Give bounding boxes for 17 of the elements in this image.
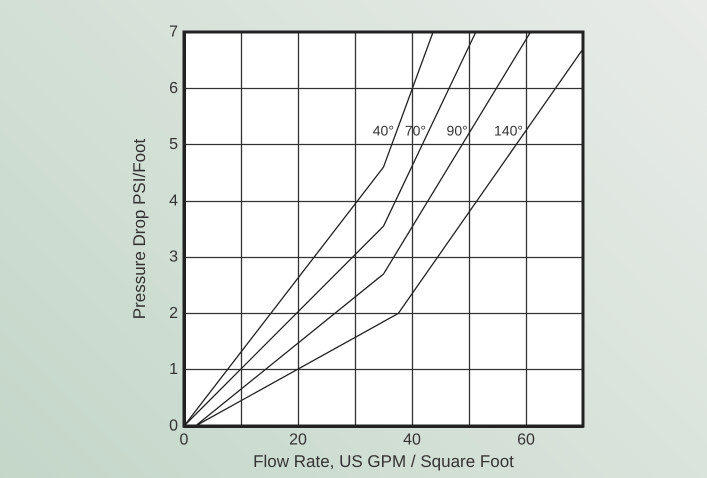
y-tick-label: 2 (169, 304, 178, 322)
series-label: 140° (494, 122, 524, 138)
y-tick-label: 0 (169, 418, 178, 434)
x-tick-label: 60 (517, 432, 535, 448)
y-tick-label: 5 (169, 136, 178, 154)
y-tick-label: 4 (169, 192, 178, 210)
y-axis-title: Pressure Drop PSI/Foot (130, 138, 149, 320)
series-label: 90° (446, 122, 468, 138)
y-tick-label: 7 (169, 24, 178, 40)
x-tick-label: 40 (403, 432, 421, 448)
x-tick-label: 20 (289, 432, 307, 448)
x-tick-label: 0 (180, 432, 189, 448)
y-tick-label: 1 (169, 361, 178, 378)
y-tick-label: 3 (169, 248, 178, 266)
y-tick-label: 6 (169, 80, 178, 97)
series-label: 40° (372, 122, 394, 138)
x-axis-title: Flow Rate, US GPM / Square Foot (253, 452, 514, 471)
